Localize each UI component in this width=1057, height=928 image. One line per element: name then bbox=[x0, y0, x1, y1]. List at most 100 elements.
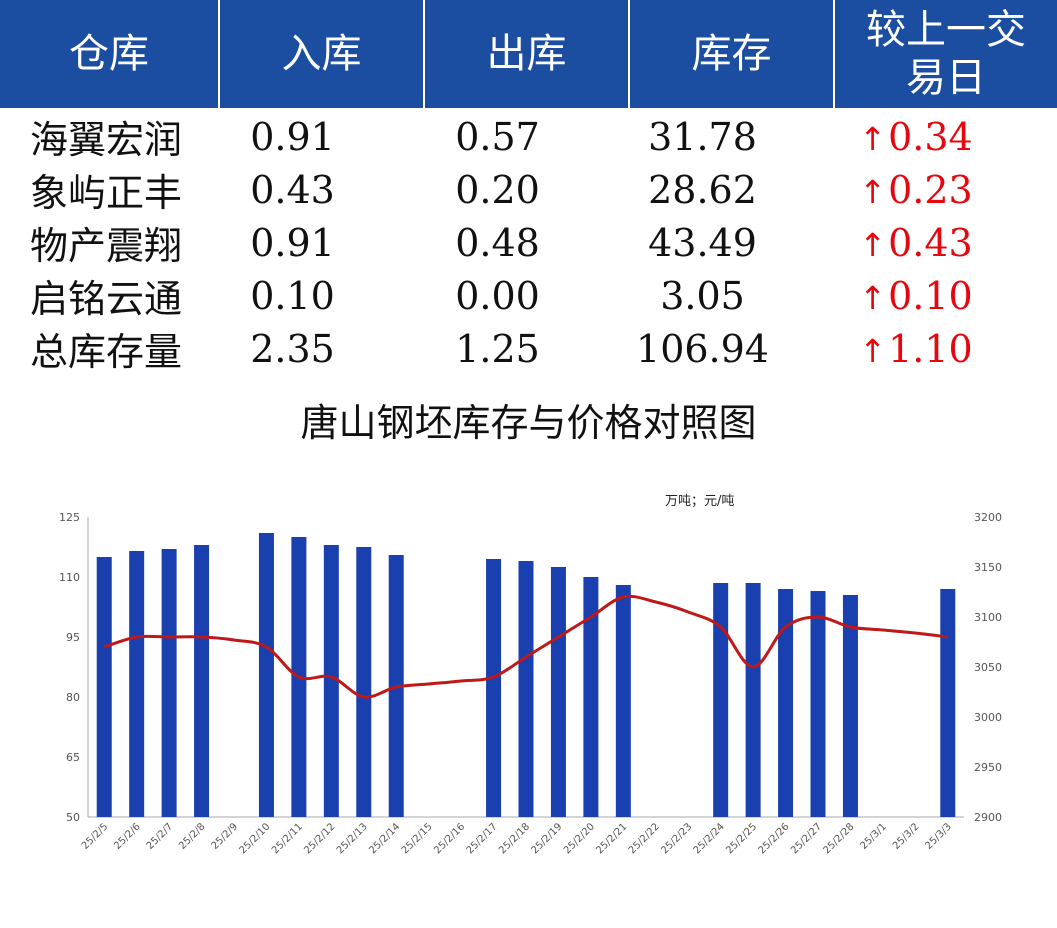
y-left-tick-label: 80 bbox=[66, 691, 80, 704]
x-tick-label: 25/3/1 bbox=[858, 821, 889, 852]
right-axis-ticks: 2900 2950 3000 3050 3100 3150 3200 bbox=[974, 511, 1002, 824]
cell-stock: 28.62 bbox=[648, 167, 757, 212]
up-arrow-icon: ↑ bbox=[859, 278, 887, 317]
x-tick-label: 25/2/19 bbox=[530, 821, 565, 856]
inventory-bar bbox=[778, 589, 794, 817]
header-stock: 库存 bbox=[630, 0, 835, 108]
table-header: 仓库 入库 出库 库存 较上一交易日 bbox=[0, 0, 1057, 108]
y-left-tick-label: 65 bbox=[66, 751, 80, 764]
inventory-bar bbox=[713, 583, 729, 817]
x-tick-label: 25/3/3 bbox=[923, 821, 954, 852]
x-tick-label: 25/2/15 bbox=[400, 821, 435, 856]
up-arrow-icon: ↑ bbox=[859, 119, 887, 158]
cell-stock: 3.05 bbox=[660, 273, 745, 318]
header-outbound: 出库 bbox=[425, 0, 630, 108]
x-tick-label: 25/2/8 bbox=[177, 821, 208, 852]
x-tick-label: 25/2/9 bbox=[210, 821, 241, 852]
inventory-bar bbox=[258, 533, 274, 817]
x-tick-label: 25/2/20 bbox=[562, 821, 597, 856]
x-tick-label: 25/3/2 bbox=[891, 821, 922, 852]
cell-stock: 106.94 bbox=[636, 326, 769, 371]
change-value: 0.43 bbox=[888, 220, 973, 265]
inventory-bar bbox=[615, 585, 631, 817]
x-tick-label: 25/2/24 bbox=[692, 821, 727, 856]
inventory-bar bbox=[583, 577, 599, 817]
up-arrow-icon: ↑ bbox=[859, 172, 887, 211]
cell-outbound: 0.48 bbox=[455, 220, 540, 265]
up-arrow-icon: ↑ bbox=[859, 331, 887, 370]
inventory-bar bbox=[940, 589, 956, 817]
y-left-tick-label: 125 bbox=[59, 511, 80, 524]
cell-inbound: 0.43 bbox=[250, 167, 335, 212]
cell-change: ↑0.23 bbox=[835, 168, 1057, 212]
table-row: 海翼宏润 0.91 0.57 31.78 ↑0.34 bbox=[0, 110, 1057, 163]
y-left-tick-label: 95 bbox=[66, 631, 80, 644]
inventory-bar bbox=[842, 595, 858, 817]
x-tick-label: 25/2/13 bbox=[335, 821, 370, 856]
cell-warehouse: 物产震翔 bbox=[30, 224, 183, 268]
x-tick-label: 25/2/17 bbox=[465, 821, 500, 856]
cell-warehouse: 海翼宏润 bbox=[30, 118, 183, 162]
cell-outbound: 1.25 bbox=[455, 326, 540, 371]
cell-stock: 43.49 bbox=[648, 220, 757, 265]
cell-stock: 31.78 bbox=[648, 114, 757, 159]
y-left-tick-label: 50 bbox=[66, 811, 80, 824]
table-row: 启铭云通 0.10 0.00 3.05 ↑0.10 bbox=[0, 269, 1057, 322]
change-value: 0.23 bbox=[888, 167, 973, 212]
chart-area: 万吨；元/吨 50 65 80 95 110 125 2900 2950 3000 3050 31… bbox=[59, 494, 1002, 856]
left-axis-ticks: 50 65 80 95 110 125 bbox=[59, 511, 80, 824]
header-warehouse: 仓库 bbox=[0, 0, 220, 108]
cell-outbound: 0.00 bbox=[455, 273, 540, 318]
y-right-tick-label: 2900 bbox=[974, 811, 1002, 824]
header-inbound: 入库 bbox=[220, 0, 425, 108]
change-value: 0.10 bbox=[888, 273, 973, 318]
x-tick-label: 25/2/27 bbox=[789, 821, 824, 856]
inventory-bar bbox=[745, 583, 761, 817]
x-tick-label: 25/2/16 bbox=[432, 821, 467, 856]
table-row: 象屿正丰 0.43 0.20 28.62 ↑0.23 bbox=[0, 163, 1057, 216]
inventory-bar bbox=[486, 559, 502, 817]
x-tick-label: 25/2/18 bbox=[497, 821, 532, 856]
up-arrow-icon: ↑ bbox=[859, 225, 887, 264]
cell-outbound: 0.57 bbox=[455, 114, 540, 159]
y-right-tick-label: 3050 bbox=[974, 661, 1002, 674]
cell-inbound: 2.35 bbox=[250, 326, 335, 371]
x-tick-label: 25/2/21 bbox=[594, 821, 629, 856]
x-tick-label: 25/2/12 bbox=[302, 821, 337, 856]
price-line bbox=[103, 594, 948, 699]
cell-inbound: 0.91 bbox=[250, 114, 335, 159]
change-value: 0.34 bbox=[888, 114, 973, 159]
x-tick-label: 25/2/5 bbox=[80, 821, 111, 852]
cell-change: ↑1.10 bbox=[835, 327, 1057, 371]
inventory-bar bbox=[810, 591, 826, 817]
chart-title: 唐山钢坯库存与价格对照图 bbox=[300, 401, 757, 445]
inventory-bar bbox=[129, 551, 145, 817]
unit-label: 万吨；元/吨 bbox=[665, 494, 734, 509]
cell-warehouse: 启铭云通 bbox=[30, 277, 183, 321]
y-right-tick-label: 3000 bbox=[974, 711, 1002, 724]
x-tick-label: 25/2/25 bbox=[724, 821, 759, 856]
cell-change: ↑0.34 bbox=[835, 115, 1057, 159]
header-change: 较上一交易日 bbox=[866, 7, 1026, 101]
x-tick-label: 25/2/26 bbox=[757, 821, 792, 856]
change-value: 1.10 bbox=[888, 326, 973, 371]
inventory-bar bbox=[518, 561, 534, 817]
y-right-tick-label: 3200 bbox=[974, 511, 1002, 524]
cell-inbound: 0.91 bbox=[250, 220, 335, 265]
cell-warehouse: 象屿正丰 bbox=[30, 171, 183, 215]
inventory-bar bbox=[356, 547, 372, 817]
x-tick-label: 25/2/6 bbox=[112, 821, 143, 852]
table-row: 物产震翔 0.91 0.48 43.49 ↑0.43 bbox=[0, 216, 1057, 269]
x-tick-label: 25/2/22 bbox=[627, 821, 662, 856]
cell-change: ↑0.10 bbox=[835, 274, 1057, 318]
y-right-tick-label: 3150 bbox=[974, 561, 1002, 574]
cell-inbound: 0.10 bbox=[250, 273, 335, 318]
inventory-bar bbox=[161, 549, 177, 817]
cell-warehouse: 总库存量 bbox=[30, 330, 183, 374]
inventory-bar bbox=[323, 545, 339, 817]
x-tick-label: 25/2/11 bbox=[270, 821, 305, 856]
cell-change: ↑0.43 bbox=[835, 221, 1057, 265]
x-tick-label: 25/2/7 bbox=[145, 821, 176, 852]
y-right-tick-label: 2950 bbox=[974, 761, 1002, 774]
x-tick-label: 25/2/10 bbox=[238, 821, 273, 856]
